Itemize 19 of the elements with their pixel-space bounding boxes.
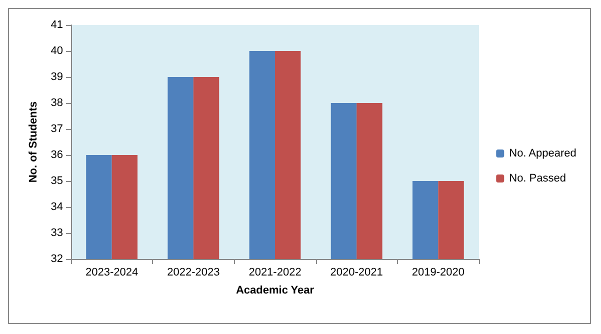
- x-tick-label: 2023-2024: [85, 266, 138, 278]
- y-tick-label: 32: [50, 253, 63, 265]
- y-tick-label: 37: [50, 123, 63, 135]
- y-tick-label: 38: [50, 97, 63, 109]
- y-axis-title: No. of Students: [28, 101, 40, 183]
- y-tick-label: 36: [50, 149, 63, 161]
- y-tick-label: 33: [50, 227, 63, 239]
- x-tick-label: 2020-2021: [330, 266, 383, 278]
- legend-label: No. Appeared: [509, 148, 576, 160]
- y-tick-label: 34: [50, 201, 63, 213]
- legend-label: No. Passed: [509, 172, 566, 184]
- x-axis-title: Academic Year: [236, 284, 315, 296]
- y-tick-label: 35: [50, 175, 63, 187]
- x-tick-label: 2021-2022: [248, 266, 302, 278]
- y-tick-label: 40: [50, 45, 63, 57]
- x-tick-label: 2019-2020: [412, 266, 465, 278]
- y-tick-label: 41: [50, 19, 63, 31]
- y-tick-label: 39: [50, 71, 63, 83]
- x-tick-label: 2022-2023: [167, 266, 220, 278]
